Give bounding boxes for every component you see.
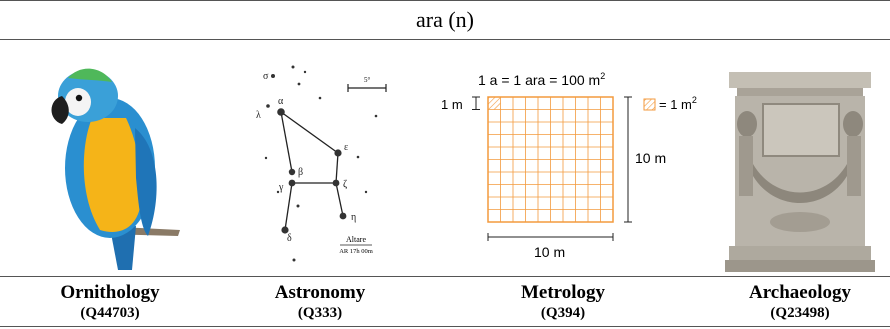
- star-label-alpha: α: [278, 96, 284, 107]
- altar-image: [725, 72, 875, 272]
- area-grid: [487, 96, 614, 223]
- area-equation: 1 a = 1 ara = 100 m2: [478, 71, 605, 88]
- page-title: ara (n): [0, 0, 890, 40]
- star-label-epsilon: ε: [344, 142, 348, 153]
- field-qid: (Q23498): [770, 305, 830, 321]
- stars: [264, 65, 378, 262]
- bottom-dimension-label: 10 m: [534, 244, 565, 260]
- constellation-name: Altare: [346, 235, 366, 244]
- field-name: Archaeology: [748, 282, 852, 303]
- star-label-gamma: γ: [278, 182, 284, 193]
- legend-swatch: [643, 98, 656, 111]
- right-dimension-label: 10 m: [635, 150, 666, 166]
- bottom-divider: [0, 276, 890, 277]
- column-archaeology: Archaeology (Q23498): [690, 282, 890, 322]
- legend-label: = 1 m2: [659, 95, 697, 112]
- column-astronomy: Astronomy (Q333): [210, 282, 430, 322]
- star-label-beta: β: [298, 167, 303, 178]
- star-label-delta: δ: [287, 233, 292, 244]
- scale-label: 5°: [364, 76, 371, 84]
- column-ornithology: Ornithology (Q44703): [0, 282, 220, 322]
- field-qid: (Q333): [297, 305, 343, 321]
- constellation-lines: [280, 111, 344, 231]
- star-label-lambda: λ: [256, 110, 261, 121]
- field-name: Astronomy: [274, 282, 366, 303]
- end-divider: [0, 326, 890, 327]
- unit-cell-hatched: [488, 97, 501, 110]
- left-dimension-label: 1 m: [441, 97, 463, 112]
- constellation-chart: 5° σ λ α ε β γ ζ η δ Altare AR 17h 00m: [256, 65, 387, 262]
- star-label-eta: η: [351, 212, 356, 223]
- parrot-image: [51, 68, 180, 270]
- constellation-coords: AR 17h 00m: [339, 248, 373, 255]
- star-label-sigma: σ: [263, 71, 269, 82]
- field-qid: (Q44703): [80, 305, 140, 321]
- field-name: Metrology: [520, 282, 606, 303]
- column-metrology: Metrology (Q394): [453, 282, 673, 322]
- field-qid: (Q394): [540, 305, 586, 321]
- field-name: Ornithology: [60, 282, 160, 303]
- star-label-zeta: ζ: [343, 179, 347, 190]
- metrology-diagram: 1 a = 1 ara = 100 m2 1 m 10 m 10 m = 1 m…: [441, 71, 697, 260]
